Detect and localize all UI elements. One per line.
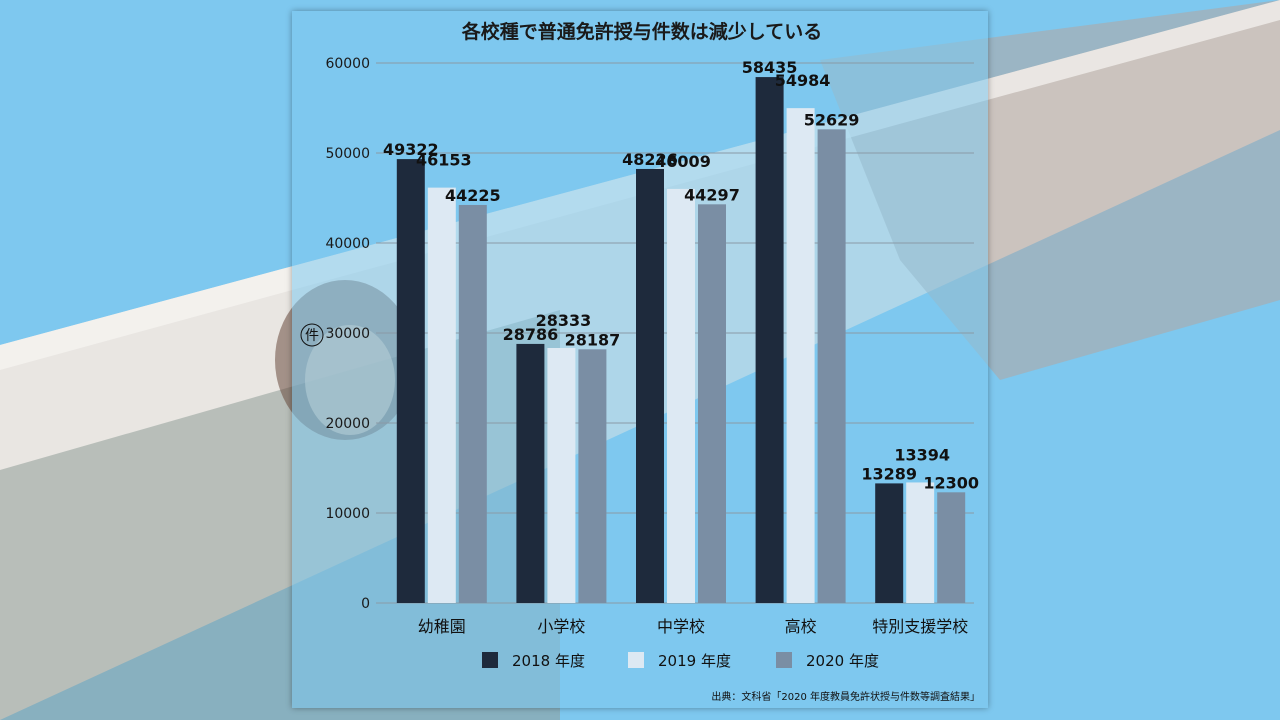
y-axis-unit-circle <box>300 323 324 347</box>
y-tick-label-1: 10000 <box>325 506 370 522</box>
y-axis: 0 10000 20000 30000 40000 50000 60000 <box>325 56 370 612</box>
legend-label-0: 2018 年度 <box>512 652 585 670</box>
bar-3-2 <box>817 129 846 603</box>
bar-0-2 <box>458 204 487 603</box>
bar-3-0 <box>755 77 784 603</box>
y-tick-label-3: 30000 <box>325 326 370 342</box>
legend-label-1: 2019 年度 <box>658 652 731 670</box>
data-label-0-2: 44225 <box>445 186 501 205</box>
data-label-3-0: 58435 <box>742 58 798 77</box>
legend: 2018 年度 2019 年度 2020 年度 <box>482 652 879 670</box>
chart-title: 各校種で普通免許授与件数は減少している <box>461 20 822 43</box>
data-label-2-1: 46009 <box>655 152 711 171</box>
data-label-1-1: 28333 <box>536 311 592 330</box>
bar-4-1 <box>906 482 935 603</box>
data-label-4-1: 13394 <box>894 445 950 464</box>
y-tick-label-0: 0 <box>361 596 370 612</box>
data-label-4-2: 12300 <box>923 473 979 492</box>
x-tick-label-4: 特別支援学校 <box>872 617 968 636</box>
legend-swatch-2 <box>776 652 792 668</box>
data-label-3-2: 52629 <box>804 110 860 129</box>
data-label-2-2: 44297 <box>684 185 740 204</box>
chart-card: 各校種で普通免許授与件数は減少している 0 10000 20000 30000 4000… <box>292 11 988 708</box>
bar-0-0 <box>396 159 425 604</box>
y-axis-unit: 件 <box>305 328 319 344</box>
data-label-2-0: 48226 <box>622 150 678 169</box>
legend-label-2: 2020 年度 <box>806 652 879 670</box>
bar-chart: 各校種で普通免許授与件数は減少している 0 10000 20000 30000 4000… <box>300 20 980 703</box>
data-label-0-0: 49322 <box>383 140 439 159</box>
bar-2-2 <box>698 204 726 603</box>
x-axis: 幼稚園 小学校 中学校 高校 特別支援学校 <box>418 617 968 636</box>
bar-2-1 <box>667 188 695 603</box>
x-tick-label-0: 幼稚園 <box>418 617 466 636</box>
x-tick-label-2: 中学校 <box>657 617 705 636</box>
bar-1-0 <box>516 343 545 603</box>
x-tick-label-3: 高校 <box>785 617 817 636</box>
x-tick-label-1: 小学校 <box>537 617 585 636</box>
bars <box>396 77 966 604</box>
legend-swatch-0 <box>482 652 498 668</box>
data-label-0-1: 46153 <box>416 151 472 170</box>
legend-swatch-1 <box>628 652 644 668</box>
y-tick-label-6: 60000 <box>325 56 370 72</box>
bar-3-1 <box>786 108 815 604</box>
bar-4-0 <box>875 483 904 603</box>
bar-1-2 <box>578 349 607 603</box>
source-note: 出典：文科省「2020 年度教員免許状授与件数等調査結果」 <box>711 690 980 703</box>
bar-1-1 <box>547 348 576 603</box>
y-tick-label-4: 40000 <box>325 236 370 252</box>
bar-4-2 <box>937 492 966 603</box>
y-tick-label-5: 50000 <box>325 146 370 162</box>
data-label-3-1: 54984 <box>775 71 831 90</box>
bar-0-1 <box>427 187 456 604</box>
data-label-1-2: 28187 <box>565 330 621 349</box>
y-tick-label-2: 20000 <box>325 416 370 432</box>
data-label-1-0: 28786 <box>503 325 559 344</box>
bar-2-0 <box>636 168 664 603</box>
data-label-4-0: 13289 <box>861 464 917 483</box>
